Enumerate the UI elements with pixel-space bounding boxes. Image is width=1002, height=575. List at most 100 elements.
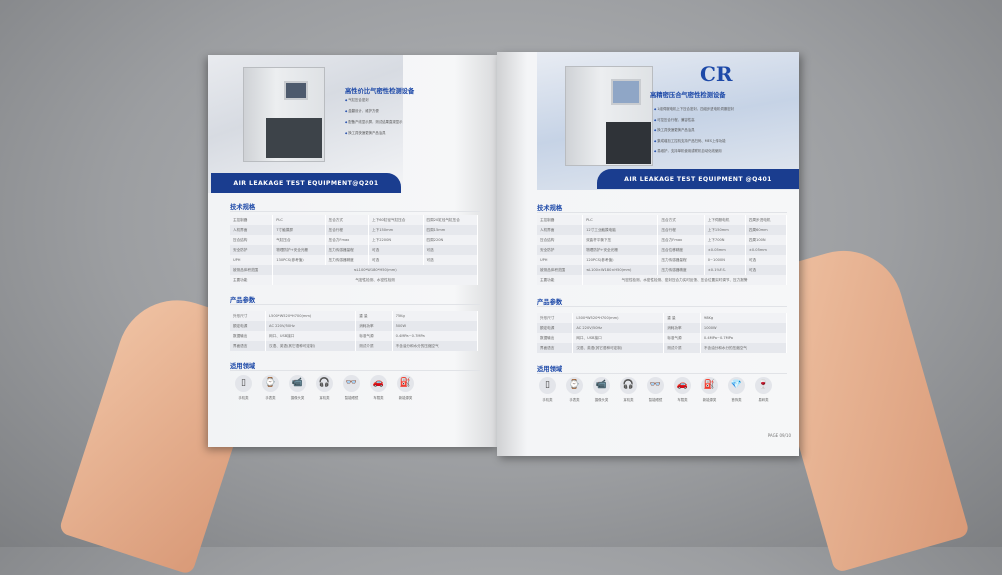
table-cell: 网口、USB接口 — [265, 331, 357, 341]
table-cell: UPH — [537, 255, 584, 265]
table-row: 额定电源 AC 220V/50Hz 消耗功率 500W — [230, 321, 479, 331]
feature-item: 换工具快速更换产品治具 — [654, 125, 734, 136]
glasses-icon: 👓 — [343, 375, 360, 392]
table-cell: 人机界面 — [537, 225, 584, 235]
table-cell: 四周15mm — [423, 225, 478, 235]
table-row: 界面语言 汉语、英语(其它语种可定制) 测试介质 不含油分和水分的压缩空气 — [537, 343, 788, 353]
table-row: 主要功能 气密性检测、水密性检测 — [230, 275, 478, 285]
app-item: ⌚ 手表类 — [257, 375, 284, 400]
right-page: CR 高精密压合气密性检测设备 1组伺服电机上下压合密封，四组步进电机伺服密封可… — [497, 52, 799, 456]
app-label: 耳机类 — [319, 396, 330, 400]
table-row: 主要功能 气密性检测、水密性检测、密封压合力实时反馈、压合位置实时调节、压力报警 — [537, 275, 787, 285]
table-cell: 重 量 — [663, 313, 701, 323]
table-cell: 98Kg — [700, 313, 788, 323]
table-cell: 四周60mm — [745, 225, 788, 235]
table-cell: 120PCS(参考值) — [582, 255, 659, 265]
feature-item: 配备产线显示屏，测试结果直观显示 — [345, 117, 402, 128]
feature-item: 可控压合行程，兼容性高 — [654, 115, 734, 126]
table-cell: 重 量 — [355, 311, 393, 321]
table-cell: 安全防护 — [537, 245, 584, 255]
table-cell: 四周100N — [745, 235, 788, 245]
page-number: PAGE 09/10 — [767, 433, 791, 438]
table-cell: 被测品体积范围 — [230, 265, 274, 275]
table-cell: 气密性检测、水密性检测、密封压合力实时反馈、压合位置实时调节、压力报警 — [582, 275, 787, 285]
table-cell: UPH — [230, 255, 274, 265]
table-row: UPH 130PCS(参考值) 压力传感器精度 可选 可选 — [230, 255, 478, 265]
table-cell: ≤L100×W180×H50(mm) — [582, 265, 659, 275]
table-cell: 四周220N — [423, 235, 478, 245]
charger-icon: ⛽ — [701, 377, 718, 394]
table-cell: 额定电源 — [230, 321, 267, 331]
table-cell: 消耗功率 — [663, 323, 701, 333]
company-logo: CR — [700, 62, 733, 86]
app-item: ▯ 手机类 — [230, 375, 257, 400]
table-cell: 数据输出 — [230, 331, 267, 341]
feature-item: 气缸压合密封 — [345, 95, 403, 106]
table-row: 主控制器 PLC 压合方式 上下伺服电机 四周步进电机 — [537, 215, 788, 225]
params-title: 产品参数 — [230, 295, 480, 305]
table-cell: 测试介质 — [663, 343, 701, 353]
table-row: 主控制器 PLC 压合方式 上下60缸径气缸压合 四周20缸径气缸压合 — [230, 215, 478, 225]
table-row: 压合结构 双曲杆平衡下压 压合力Fmax 上下700N 四周100N — [537, 235, 788, 245]
table-cell: 压合方式 — [325, 215, 370, 225]
table-cell: 测试介质 — [355, 341, 393, 351]
hero-title: 高精密压合气密性检测设备 — [650, 92, 726, 99]
table-cell: 可选 — [368, 245, 424, 255]
hero-title: 高性价比气密性检测设备 — [345, 88, 415, 95]
camera-icon: 📹 — [593, 377, 610, 394]
table-cell: 可选 — [423, 245, 478, 255]
feature-list: 1组伺服电机上下压合密封，四组步进电机伺服密封可控压合行程，兼容性高换工具快速更… — [654, 104, 734, 157]
app-label: 新能源类 — [702, 398, 717, 402]
app-item: 📹 摄像头类 — [588, 377, 615, 402]
table-cell: 不含油分和水分的压缩空气 — [392, 341, 479, 351]
app-item: 💎 首饰类 — [723, 377, 750, 402]
table-cell: 界面语言 — [230, 341, 267, 351]
app-label: 新能源类 — [398, 396, 413, 400]
table-cell: 物理防护+安全光栅 — [272, 245, 326, 255]
params-table: 外形尺寸 L500*W520*H700(mm) 重 量 98Kg 额定电源 AC 220V… — [537, 313, 788, 353]
table-row: 额定电源 AC 220V/50Hz 消耗功率 1000W — [537, 323, 788, 333]
table-row: 安全防护 物理防护+安全光栅 压力传感器量程 可选 可选 — [230, 245, 478, 255]
table-row: 数据输出 网口、USB接口 标准气源 0.4MPa~0.7MPa — [537, 333, 788, 343]
machine-image — [243, 67, 325, 162]
specs-title: 技术规格 — [537, 203, 787, 213]
table-cell: 上下700N — [704, 235, 746, 245]
app-label: 手机类 — [238, 396, 249, 400]
table-cell: PLC — [582, 215, 659, 225]
app-item: 📹 摄像头类 — [284, 375, 311, 400]
table-cell: 可选 — [423, 255, 478, 265]
jewelry-icon: 💎 — [728, 377, 745, 394]
table-cell: 上下伺服电机 — [704, 215, 746, 225]
phone-icon: ▯ — [539, 377, 556, 394]
table-cell: 数据输出 — [537, 333, 574, 343]
app-label: 摄像头类 — [594, 398, 609, 402]
feature-item: 易维护，支持单机使用或联机自动化线使用 — [654, 146, 734, 157]
app-item: 🚗 车载类 — [669, 377, 696, 402]
specs-table: 主控制器 PLC 压合方式 上下伺服电机 四周步进电机 人机界面 12寸工业触摸电脑 压合行程… — [537, 215, 788, 285]
app-label: 首饰类 — [731, 398, 742, 402]
table-cell: 1000W — [700, 323, 788, 333]
app-item: 👓 智能眼镜 — [338, 375, 365, 400]
table-cell: 界面语言 — [537, 343, 574, 353]
table-cell: 上下2200N — [368, 235, 424, 245]
table-cell: L500*W520*H700(mm) — [572, 313, 665, 323]
table-cell: 500W — [392, 321, 479, 331]
specs-table: 主控制器 PLC 压合方式 上下60缸径气缸压合 四周20缸径气缸压合 人机界面 7寸触摸屏… — [230, 215, 478, 285]
app-label: 易碎类 — [758, 398, 769, 402]
table-cell: 0.4MPa~0.7MPa — [700, 333, 788, 343]
car-icon: 🚗 — [370, 375, 387, 392]
feature-item: 换工具快速更换产品治具 — [345, 128, 403, 139]
app-label: 智能眼镜 — [344, 396, 359, 400]
apps-title: 适用领域 — [230, 361, 480, 371]
table-cell: 物理防护+安全光栅 — [582, 245, 659, 255]
watch-icon: ⌚ — [262, 375, 279, 392]
table-cell: 可选 — [745, 265, 788, 275]
app-label: 车载类 — [373, 396, 384, 400]
app-label: 车载类 — [677, 398, 688, 402]
fragile-icon: 🍷 — [755, 377, 772, 394]
table-cell: 消耗功率 — [355, 321, 393, 331]
table-cell: 压合结构 — [537, 235, 584, 245]
apps-title: 适用领域 — [537, 364, 787, 374]
app-item: ▯ 手机类 — [534, 377, 561, 402]
table-row: 外形尺寸 L500*W520*H700(mm) 重 量 98Kg — [537, 313, 788, 323]
